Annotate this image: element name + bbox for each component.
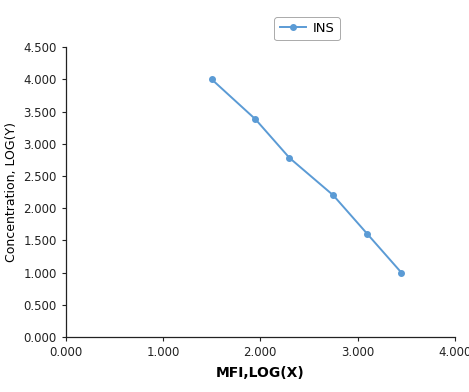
- Y-axis label: Concentration, LOG(Y): Concentration, LOG(Y): [5, 122, 18, 262]
- X-axis label: MFI,LOG(X): MFI,LOG(X): [216, 366, 305, 380]
- INS: [399, 270, 404, 275]
- INS: [209, 77, 214, 82]
- INS: [331, 193, 336, 198]
- INS: [287, 156, 292, 160]
- INS: [364, 232, 370, 236]
- Line: INS: INS: [209, 76, 404, 276]
- Legend: INS: INS: [274, 17, 340, 40]
- INS: [253, 117, 258, 122]
